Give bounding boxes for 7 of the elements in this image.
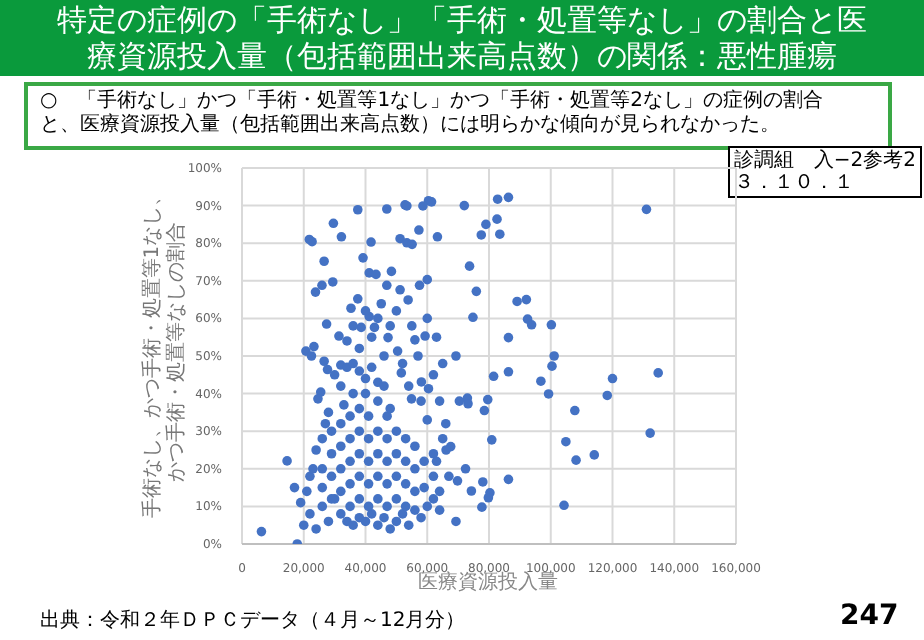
annotation: 診調組 入−2参考2 ３．１０．１: [727, 146, 922, 198]
chart-title: 特定の症例の「手術なし」「手術・処置等なし」の割合と医療資源投入量（包括範囲出来高点数）の関係：悪性腫瘍: [55, 2, 869, 74]
text: ○ 「手術なし」かつ「手術・処置等1なし」かつ「手術・処置等2なし」の症例の割合と、医療資源投入量（包括範囲出来高点数）には明らかな傾向が見られなかった。: [40, 90, 825, 138]
y-axis-title: 手術なし、かつ手術・処置等1なし、かつ手術・処置等なしの割合: [142, 183, 190, 523]
text: 247: [840, 600, 899, 632]
source-note: 出典：令和２年ＤＰＣデータ（４月～12月分）: [40, 607, 466, 634]
x-axis-title: 医療資源投入量: [418, 572, 558, 594]
